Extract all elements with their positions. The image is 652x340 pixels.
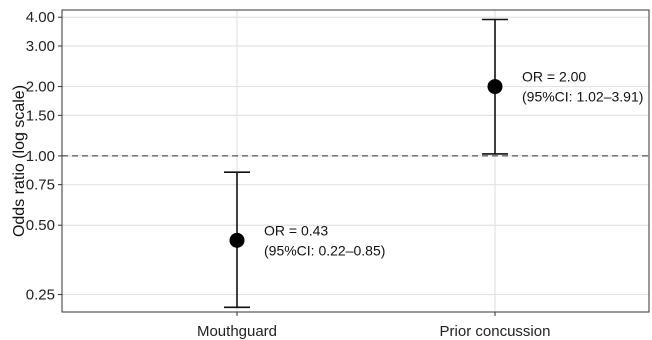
- point-annotation-or: OR = 0.43: [264, 222, 328, 238]
- y-tick-label: 3.00: [26, 38, 55, 55]
- y-tick-label: 2.00: [26, 79, 55, 96]
- x-tick-label: Mouthguard: [197, 323, 277, 340]
- gridlines: [62, 10, 649, 312]
- odds-ratio-point: [487, 79, 503, 95]
- x-axis: Mouthguard Prior concussion: [197, 312, 550, 340]
- plot-panel: [61, 9, 650, 313]
- y-axis: 4.00 3.00 2.00 1.50 1.00 0.75 0.50 0.25: [26, 9, 62, 304]
- odds-ratio-point: [229, 232, 245, 248]
- y-tick-label: 0.25: [26, 287, 55, 304]
- y-tick-label: 1.00: [26, 148, 55, 165]
- x-tick-label: Prior concussion: [440, 323, 551, 340]
- y-tick-label: 0.75: [26, 177, 55, 194]
- y-axis-title: Odds ratio (log scale): [11, 85, 28, 237]
- point-annotation-ci: (95%CI: 0.22–0.85): [264, 242, 385, 258]
- y-tick-label: 1.50: [26, 107, 55, 124]
- y-tick-label: 4.00: [26, 9, 55, 26]
- y-tick-label: 0.50: [26, 217, 55, 234]
- point-annotation-ci: (95%CI: 1.02–3.91): [522, 89, 643, 105]
- data-marks: OR = 0.43 (95%CI: 0.22–0.85) OR = 2.00 (95%…: [224, 18, 643, 309]
- point-annotation-or: OR = 2.00: [522, 69, 586, 85]
